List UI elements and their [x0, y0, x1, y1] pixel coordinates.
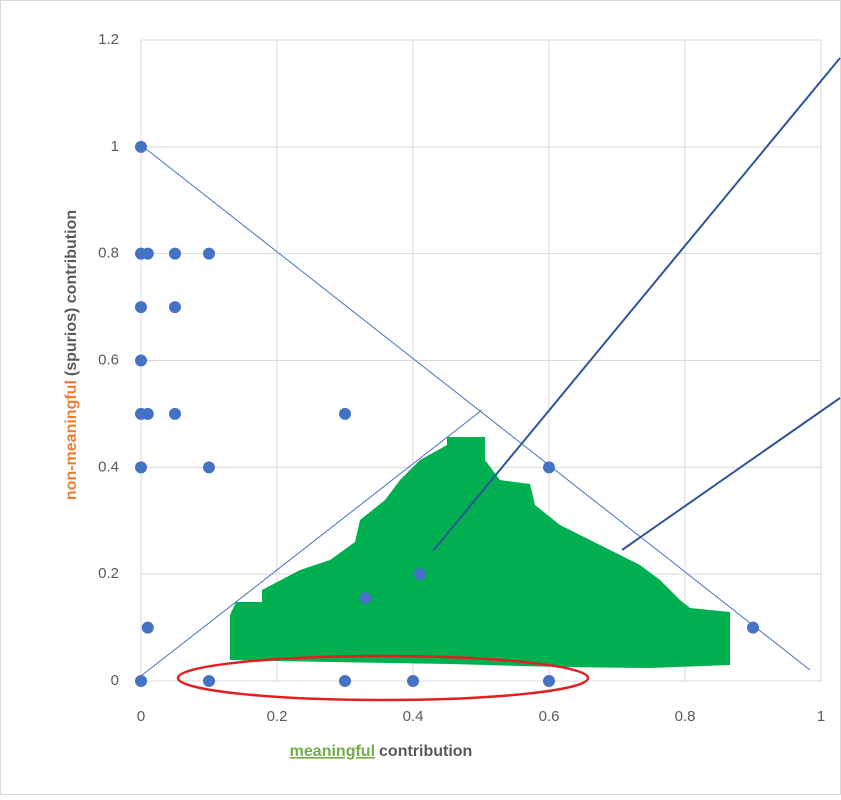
y-tick-label: 1.2	[98, 31, 119, 48]
chart-border	[1, 1, 841, 795]
point	[142, 248, 154, 260]
y-tick-label: 1	[111, 138, 119, 155]
point	[747, 622, 759, 634]
point	[543, 461, 555, 473]
x-tick-label: 0.6	[539, 708, 560, 725]
y-title-highlight: non-meaningful	[63, 380, 80, 500]
point	[169, 301, 181, 313]
point	[359, 592, 371, 604]
x-tick-label: 1	[817, 708, 825, 725]
x-tick-label: 0	[137, 708, 145, 725]
y-axis-title: non-meaningful (spurios) contribution	[63, 210, 80, 500]
y-tick-label: 0.6	[98, 351, 119, 368]
point	[135, 675, 147, 687]
point	[135, 355, 147, 367]
point	[203, 461, 215, 473]
point	[414, 568, 426, 580]
point	[169, 408, 181, 420]
point	[203, 675, 215, 687]
y-tick-label: 0	[111, 672, 119, 689]
x-tick-label: 0.2	[267, 708, 288, 725]
point	[543, 675, 555, 687]
point	[339, 675, 351, 687]
x-title-rest: contribution	[379, 743, 472, 760]
x-title-highlight: meaningful	[290, 743, 375, 760]
y-tick-label: 0.2	[98, 565, 119, 582]
point	[135, 301, 147, 313]
y-tick-label: 0.4	[98, 458, 119, 475]
point	[135, 141, 147, 153]
y-tick-label: 0.8	[98, 245, 119, 262]
point	[142, 408, 154, 420]
point	[339, 408, 351, 420]
point	[135, 461, 147, 473]
point	[203, 248, 215, 260]
x-tick-label: 0.4	[403, 708, 424, 725]
point	[169, 248, 181, 260]
point	[142, 622, 154, 634]
y-title-rest: (spurios) contribution	[63, 210, 80, 376]
page: {"chart_data": {"type": "scatter", "x_la…	[0, 0, 841, 800]
chart: 0 0.2 0.4 0.6 0.8 1 1.2 0 0.2 0.4 0.6 0.8 1 meaningf…	[0, 0, 841, 795]
point	[407, 675, 419, 687]
x-tick-label: 0.8	[675, 708, 696, 725]
